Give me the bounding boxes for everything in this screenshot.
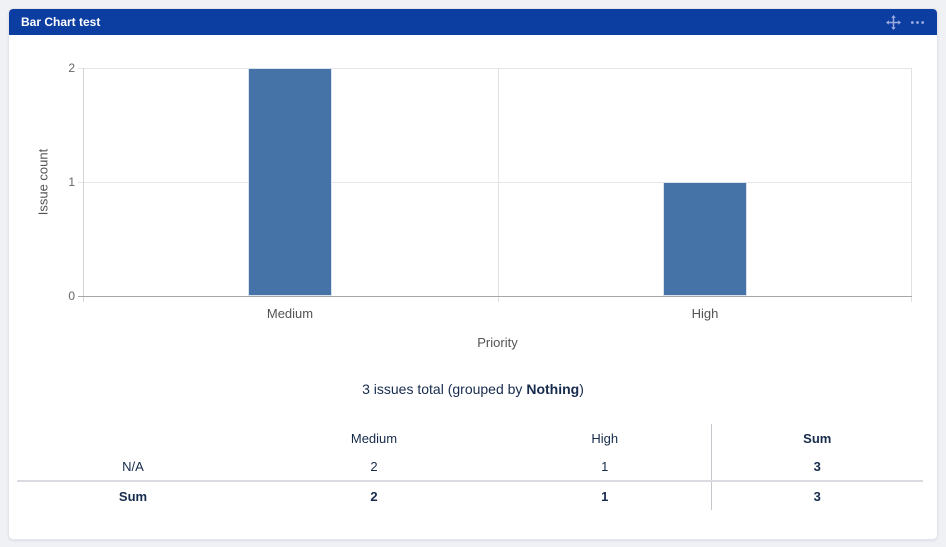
table-row-label: Sum — [17, 480, 249, 510]
table-header-row: Medium High Sum — [17, 424, 923, 452]
table-row: Sum 2 1 3 — [17, 480, 923, 510]
y-gridline — [78, 182, 912, 183]
table-header-cell — [17, 424, 249, 452]
x-axis-line — [78, 296, 912, 297]
table-cell: 2 — [249, 480, 499, 510]
issue-stats-table: Medium High Sum N/A 2 1 3 Sum 2 1 3 — [17, 424, 923, 510]
y-gridline — [78, 68, 912, 69]
issues-summary: 3 issues total (grouped by Nothing) — [9, 381, 937, 397]
y-axis-line — [83, 68, 84, 302]
bar-chart-plot-area: 0 1 2 Medium High — [68, 61, 912, 321]
x-tick-label: High — [691, 306, 719, 321]
table-row: N/A 2 1 3 — [17, 452, 923, 481]
more-options-icon[interactable] — [910, 15, 925, 30]
table-cell: 3 — [710, 452, 923, 481]
drag-move-icon[interactable] — [886, 14, 901, 30]
x-tick-label: Medium — [266, 306, 314, 321]
summary-group-by-value: Nothing — [526, 381, 580, 397]
bar-high[interactable] — [663, 182, 747, 296]
gadget-header: Bar Chart test — [9, 9, 937, 35]
bar-medium[interactable] — [248, 68, 332, 296]
stats-table-head: Medium High Sum — [17, 424, 923, 452]
x-axis-title: Priority — [477, 335, 518, 350]
stats-table-body: N/A 2 1 3 Sum 2 1 3 — [17, 452, 923, 510]
table-cell: 3 — [710, 480, 923, 510]
table-row-label: N/A — [122, 458, 144, 474]
table-cell: 2 — [370, 458, 378, 474]
x-gridline — [911, 68, 912, 302]
gadget-title: Bar Chart test — [21, 15, 101, 29]
summary-text: 3 issues total (grouped by — [362, 381, 527, 397]
table-header-cell: High — [591, 430, 619, 446]
y-tick-label: 0 — [68, 289, 75, 303]
y-tick-label: 1 — [68, 175, 75, 189]
gadget-card: Bar Chart test Issue count 0 1 2 Medium High… — [8, 8, 938, 540]
table-header-cell: Sum — [710, 424, 923, 452]
x-gridline — [498, 68, 499, 302]
table-header-cell: Medium — [350, 430, 398, 446]
table-cell: 1 — [499, 480, 711, 510]
summary-text-suffix: ) — [579, 381, 584, 397]
gadget-header-icons — [886, 14, 925, 30]
table-cell: 1 — [601, 458, 609, 474]
y-tick-label: 2 — [68, 61, 75, 75]
